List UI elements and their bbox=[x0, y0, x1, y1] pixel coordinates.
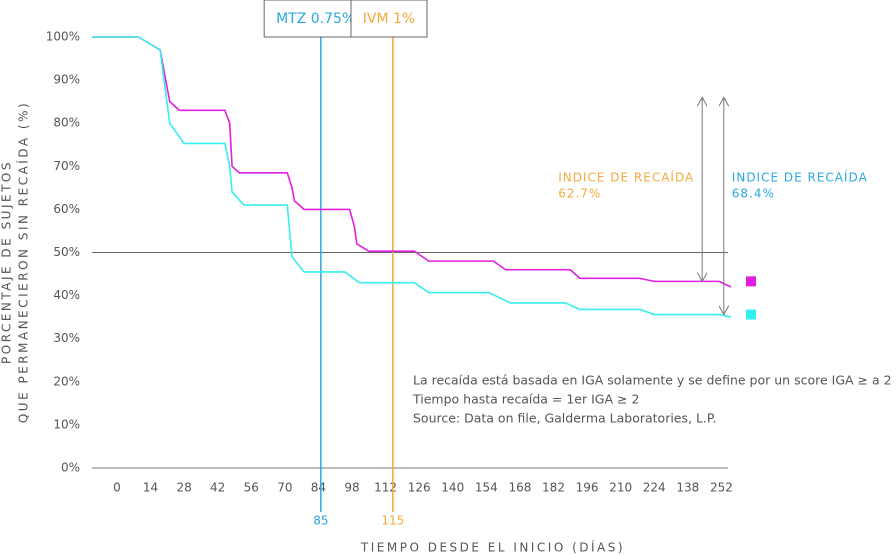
x-axis-label: TIEMPO DESDE EL INICIO (DÍAS) bbox=[360, 540, 625, 555]
x-tick-label: 196 bbox=[576, 481, 599, 495]
x-tick-label: 84 bbox=[311, 481, 326, 495]
annotation-value: 68.4% bbox=[732, 187, 775, 201]
y-tick-label: 20% bbox=[53, 374, 80, 388]
annotation-value: 62.7% bbox=[558, 187, 601, 201]
x-tick-label: 112 bbox=[374, 481, 397, 495]
y-tick-label: 40% bbox=[53, 288, 80, 302]
y-tick-label: 30% bbox=[53, 331, 80, 345]
x-tick-label: 138 bbox=[676, 481, 699, 495]
y-tick-label: 90% bbox=[53, 73, 80, 87]
x-tick-label: 0 bbox=[113, 481, 121, 495]
x-tick-label: 98 bbox=[344, 481, 359, 495]
series-marker bbox=[746, 309, 756, 320]
series-line bbox=[92, 36, 732, 288]
series-line bbox=[92, 36, 732, 318]
y-tick-label: 60% bbox=[53, 202, 80, 216]
vertical-line-title: IVM 1% bbox=[363, 11, 415, 27]
annotation-title: INDICE DE RECAÍDA bbox=[732, 170, 868, 185]
x-tick-label: 70 bbox=[277, 481, 292, 495]
x-tick-label: 14 bbox=[143, 481, 158, 495]
note: La recaída está basada en IGA solamente … bbox=[413, 373, 892, 388]
y-tick-label: 100% bbox=[46, 30, 80, 44]
x-tick-label: 140 bbox=[441, 481, 464, 495]
note: Source: Data on file, Galderma Laborator… bbox=[413, 411, 716, 426]
label-box bbox=[350, 0, 428, 38]
annotation-title: INDICE DE RECAÍDA bbox=[558, 170, 694, 185]
y-axis-label: PORCENTAJE DE SUJETOS bbox=[0, 160, 14, 364]
vertical-line-label: 115 bbox=[381, 514, 404, 528]
note: Tiempo hasta recaída = 1er IGA ≥ 2 bbox=[412, 392, 639, 407]
y-tick-label: 70% bbox=[53, 159, 80, 173]
x-tick-label: 42 bbox=[210, 481, 225, 495]
x-tick-label: 154 bbox=[475, 481, 498, 495]
x-tick-label: 224 bbox=[643, 481, 666, 495]
vertical-line-label: 85 bbox=[313, 514, 328, 528]
y-tick-label: 80% bbox=[53, 116, 80, 130]
y-tick-label: 10% bbox=[53, 417, 80, 431]
y-tick-label: 50% bbox=[53, 245, 80, 259]
series-marker bbox=[746, 276, 756, 287]
x-tick-label: 56 bbox=[244, 481, 259, 495]
x-tick-label: 28 bbox=[176, 481, 191, 495]
y-tick-label: 0% bbox=[61, 461, 80, 475]
x-tick-label: 182 bbox=[542, 481, 565, 495]
x-tick-label: 252 bbox=[710, 481, 733, 495]
vertical-line-title: MTZ 0.75% bbox=[276, 11, 355, 27]
x-tick-label: 168 bbox=[508, 481, 531, 495]
x-tick-label: 210 bbox=[609, 481, 632, 495]
x-tick-label: 126 bbox=[408, 481, 431, 495]
y-axis-label: QUE PERMANECIERON SIN RECAÍDA (%) bbox=[16, 101, 31, 423]
label-box bbox=[263, 0, 368, 38]
